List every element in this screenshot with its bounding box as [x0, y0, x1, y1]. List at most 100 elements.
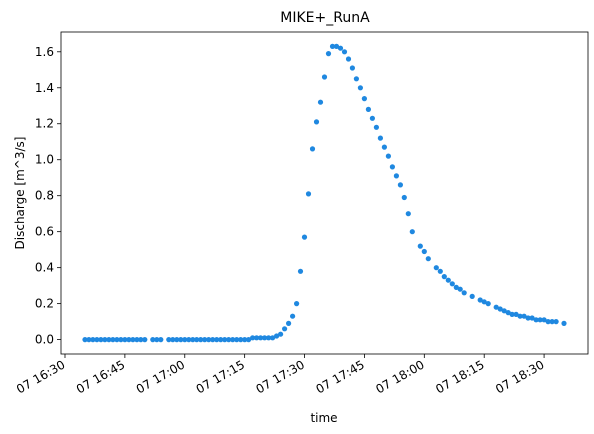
y-axis-label: Discharge [m^3/s] [13, 137, 27, 250]
data-point [309, 146, 316, 152]
data-point [529, 315, 535, 321]
data-point [226, 337, 232, 343]
data-point [405, 211, 411, 217]
data-point [341, 49, 348, 55]
data-point [541, 317, 547, 323]
data-point [445, 277, 451, 283]
data-point [513, 311, 519, 317]
data-point [497, 306, 503, 312]
data-point [425, 256, 431, 262]
data-point [210, 337, 216, 343]
data-point [553, 319, 559, 325]
data-point [170, 337, 176, 343]
y-tick-label: 0.8 [35, 189, 54, 203]
data-point [365, 106, 371, 112]
data-point [186, 337, 192, 343]
data-point [409, 229, 415, 235]
data-point [461, 290, 467, 296]
data-point [134, 337, 140, 343]
data-point [94, 337, 100, 343]
data-point [102, 337, 108, 343]
data-point [278, 331, 284, 337]
y-tick-label: 0.2 [35, 297, 54, 311]
data-point [457, 286, 463, 292]
data-point [509, 311, 515, 317]
data-point [274, 333, 280, 339]
data-point [449, 281, 455, 287]
data-point [433, 265, 439, 271]
data-point [441, 274, 447, 280]
data-point [505, 310, 511, 316]
data-point [305, 191, 312, 197]
data-point [262, 335, 268, 341]
data-point [126, 337, 132, 343]
data-point [437, 268, 443, 274]
data-point [246, 337, 252, 343]
data-point [286, 320, 292, 326]
data-point [122, 337, 128, 343]
data-point [206, 337, 212, 343]
data-point [294, 301, 300, 307]
data-point [389, 164, 395, 170]
data-point [325, 51, 332, 57]
data-point [381, 144, 387, 150]
data-point [214, 337, 220, 343]
data-point [361, 96, 367, 102]
data-point [349, 65, 355, 71]
data-point [321, 74, 328, 80]
data-point [353, 76, 359, 82]
data-point [106, 337, 112, 343]
data-point [154, 337, 160, 343]
data-point [357, 85, 363, 91]
plot-area [60, 31, 589, 355]
data-point [158, 337, 164, 343]
data-point [545, 319, 551, 325]
data-point [329, 43, 336, 50]
y-tick-label: 0.6 [35, 225, 54, 239]
data-point [453, 284, 459, 290]
data-point [297, 268, 304, 274]
data-point [258, 335, 264, 341]
data-point [317, 99, 324, 105]
chart-title: MIKE+_RunA [280, 10, 370, 26]
data-point [373, 124, 379, 130]
data-point [393, 173, 399, 179]
data-point [290, 313, 296, 319]
data-point [525, 315, 531, 321]
data-point [138, 337, 144, 343]
plot-frame [60, 31, 589, 355]
data-point [369, 115, 375, 121]
data-point [142, 337, 148, 343]
data-point [150, 337, 156, 343]
data-point [238, 337, 244, 343]
data-point [82, 337, 88, 343]
data-point [254, 335, 260, 341]
y-axis: 0.0 0.2 0.4 0.6 0.8 1.0 1.2 1.4 1.6 [35, 45, 61, 347]
data-point [417, 243, 423, 249]
data-point [86, 337, 92, 343]
y-tick-label: 0.4 [35, 261, 54, 275]
data-point [98, 337, 104, 343]
data-point [242, 337, 248, 343]
data-point [493, 304, 499, 310]
data-point [337, 45, 344, 51]
data-point [230, 337, 236, 343]
data-point [481, 299, 487, 305]
data-point [301, 234, 308, 240]
data-point [517, 313, 523, 319]
data-point [485, 301, 491, 307]
data-point [333, 43, 340, 50]
data-point [345, 56, 352, 62]
data-point [397, 182, 403, 188]
data-point [218, 337, 224, 343]
data-point [190, 337, 196, 343]
data-point [182, 337, 188, 343]
data-points [82, 43, 567, 343]
data-point [266, 335, 272, 341]
y-tick-label: 1.6 [35, 45, 54, 59]
data-point [118, 337, 124, 343]
data-point [385, 153, 391, 159]
data-point [561, 320, 567, 326]
